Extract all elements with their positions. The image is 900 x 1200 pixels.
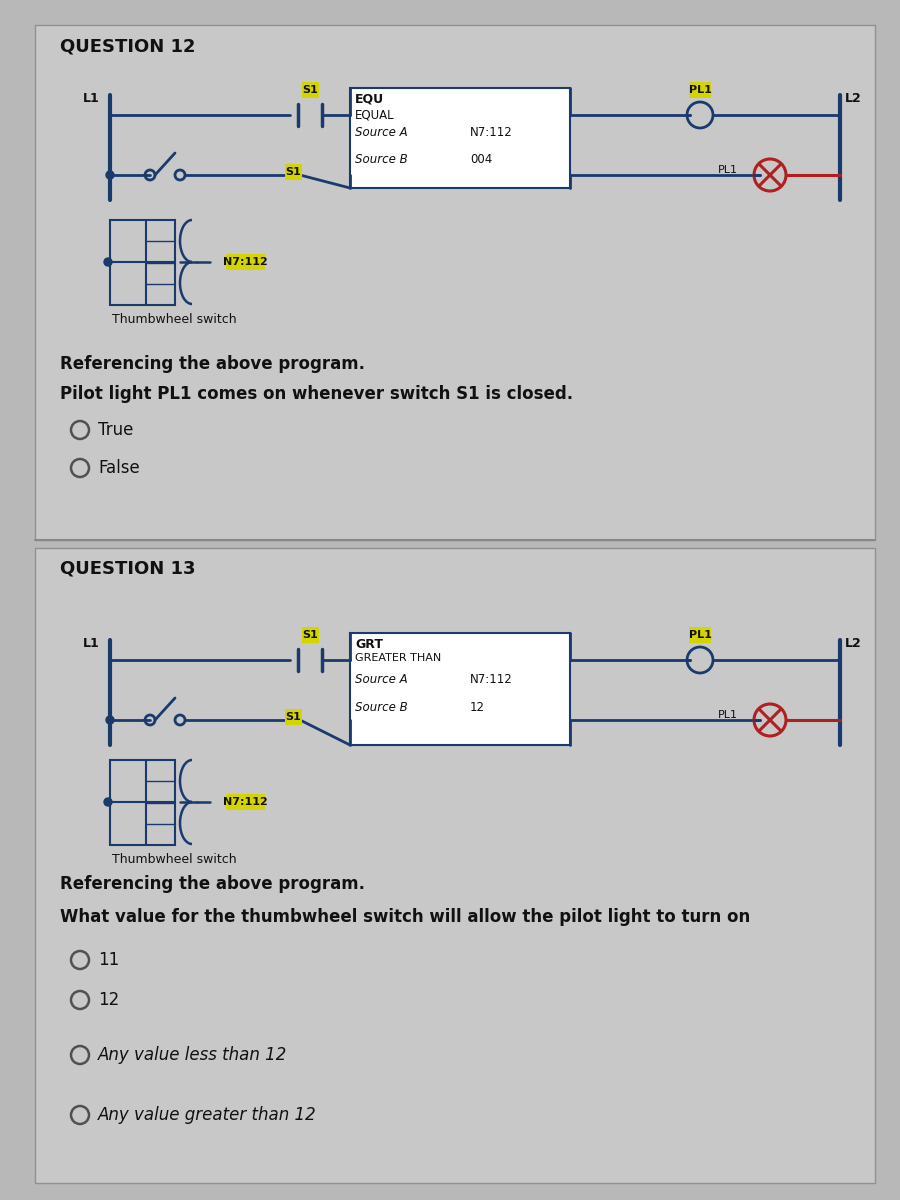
Text: Referencing the above program.: Referencing the above program. xyxy=(60,875,365,893)
Text: 11: 11 xyxy=(98,950,119,970)
Circle shape xyxy=(106,170,114,179)
Text: L2: L2 xyxy=(845,92,862,104)
Text: S1: S1 xyxy=(302,85,318,95)
Bar xyxy=(302,626,319,643)
Text: 12: 12 xyxy=(470,701,485,714)
Text: False: False xyxy=(98,458,140,476)
Bar xyxy=(302,82,319,98)
Bar xyxy=(284,164,302,180)
Text: Source A: Source A xyxy=(355,673,408,686)
Text: QUESTION 13: QUESTION 13 xyxy=(60,560,195,578)
Circle shape xyxy=(104,258,112,266)
Bar xyxy=(110,220,175,305)
Text: N7:112: N7:112 xyxy=(222,257,267,266)
Text: PL1: PL1 xyxy=(688,630,711,640)
Text: L2: L2 xyxy=(845,637,862,650)
Text: L1: L1 xyxy=(83,92,100,104)
Text: PL1: PL1 xyxy=(718,164,738,175)
Text: Any value less than 12: Any value less than 12 xyxy=(98,1046,287,1064)
Text: N7:112: N7:112 xyxy=(470,126,513,139)
Bar xyxy=(110,760,175,845)
Text: Thumbwheel switch: Thumbwheel switch xyxy=(112,313,237,326)
Text: GRT: GRT xyxy=(355,638,383,650)
Text: GREATER THAN: GREATER THAN xyxy=(355,653,441,662)
Text: Source A: Source A xyxy=(355,126,408,139)
Text: 004: 004 xyxy=(470,152,492,166)
Bar xyxy=(35,548,875,1183)
Bar xyxy=(35,25,875,540)
Text: Pilot light PL1 comes on whenever switch S1 is closed.: Pilot light PL1 comes on whenever switch… xyxy=(60,385,573,403)
Text: PL1: PL1 xyxy=(718,710,738,720)
Text: EQU: EQU xyxy=(355,92,384,106)
Text: What value for the thumbwheel switch will allow the pilot light to turn on: What value for the thumbwheel switch wil… xyxy=(60,908,751,926)
Text: S1: S1 xyxy=(285,712,301,722)
Text: Source B: Source B xyxy=(355,152,408,166)
Text: N7:112: N7:112 xyxy=(222,797,267,806)
Circle shape xyxy=(106,716,114,724)
Bar xyxy=(350,88,570,188)
Bar xyxy=(688,82,711,98)
Text: S1: S1 xyxy=(285,167,301,176)
Text: Thumbwheel switch: Thumbwheel switch xyxy=(112,853,237,866)
Text: EQUAL: EQUAL xyxy=(355,108,394,121)
Text: QUESTION 12: QUESTION 12 xyxy=(60,38,195,56)
Text: L1: L1 xyxy=(83,637,100,650)
Text: True: True xyxy=(98,421,133,439)
Text: N7:112: N7:112 xyxy=(470,673,513,686)
Text: Referencing the above program.: Referencing the above program. xyxy=(60,355,365,373)
Text: 12: 12 xyxy=(98,991,119,1009)
Bar xyxy=(226,254,265,270)
Bar xyxy=(226,794,265,810)
Text: S1: S1 xyxy=(302,630,318,640)
Bar xyxy=(350,634,570,745)
Text: PL1: PL1 xyxy=(688,85,711,95)
Text: Any value greater than 12: Any value greater than 12 xyxy=(98,1106,317,1124)
Bar xyxy=(688,626,711,643)
Bar xyxy=(284,709,302,725)
Circle shape xyxy=(104,798,112,806)
Text: Source B: Source B xyxy=(355,701,408,714)
